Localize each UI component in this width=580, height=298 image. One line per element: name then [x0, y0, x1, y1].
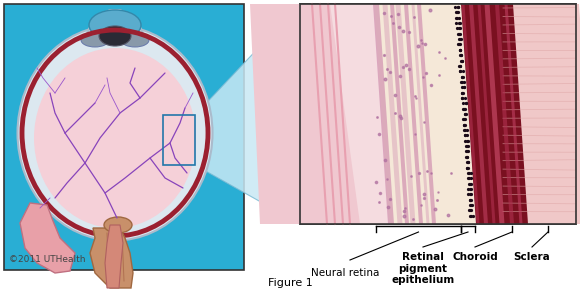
Ellipse shape — [121, 33, 149, 47]
Polygon shape — [453, 4, 476, 224]
Text: ©2011 UTHealth: ©2011 UTHealth — [9, 255, 85, 264]
Polygon shape — [477, 4, 495, 224]
Text: Neural retina: Neural retina — [311, 268, 379, 278]
Ellipse shape — [99, 26, 131, 46]
Polygon shape — [505, 4, 523, 224]
Ellipse shape — [104, 217, 132, 233]
Polygon shape — [396, 4, 415, 224]
Polygon shape — [390, 4, 409, 224]
Polygon shape — [373, 4, 394, 224]
Ellipse shape — [34, 48, 196, 228]
Text: Retinal
pigment
epithelium: Retinal pigment epithelium — [392, 252, 455, 285]
Polygon shape — [90, 228, 133, 288]
Polygon shape — [20, 203, 75, 273]
Polygon shape — [461, 4, 528, 224]
Text: Figure 1: Figure 1 — [267, 278, 313, 288]
Polygon shape — [195, 4, 300, 224]
Text: Sclera: Sclera — [514, 252, 550, 262]
Polygon shape — [495, 4, 514, 224]
Polygon shape — [300, 4, 460, 224]
Polygon shape — [411, 4, 430, 224]
Ellipse shape — [89, 10, 141, 40]
Polygon shape — [105, 225, 123, 288]
Polygon shape — [417, 4, 436, 224]
Bar — [300, 4, 576, 224]
Polygon shape — [469, 4, 488, 224]
Polygon shape — [382, 4, 403, 224]
Polygon shape — [462, 4, 480, 224]
Bar — [4, 4, 244, 270]
Polygon shape — [374, 4, 471, 224]
Polygon shape — [484, 4, 505, 224]
Polygon shape — [404, 4, 423, 224]
Ellipse shape — [17, 26, 212, 240]
Text: Choroid: Choroid — [452, 252, 498, 262]
Polygon shape — [250, 4, 360, 224]
Ellipse shape — [81, 33, 109, 47]
Bar — [163, 115, 195, 165]
Polygon shape — [501, 4, 580, 224]
Bar — [300, 4, 576, 224]
